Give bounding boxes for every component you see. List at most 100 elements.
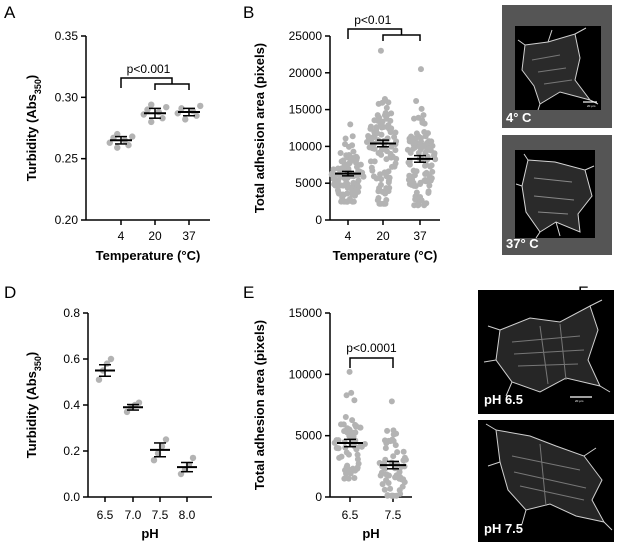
p-value-label-e: p<0.0001 [346,341,397,355]
y-tick-label-d-2: 0.4 [63,398,80,412]
data-point-a-1-3 [155,108,162,116]
y-axis-title-d: Turbidity (Abs350) [24,352,43,459]
data-point-b-1-97 [375,118,382,125]
data-point-e-0-1 [345,475,352,482]
data-point-b-0-90 [360,173,367,180]
data-point-e-1-35 [382,445,389,452]
x-tick-label-e-1: 7.5 [385,508,402,522]
data-point-e-1-38 [400,448,407,455]
y-axis-title-a: Turbidity (Abs350) [24,75,43,182]
data-point-b-0-114 [355,177,362,184]
data-point-b-2-17 [421,202,428,209]
y-tick-label-b-0: 0 [315,213,322,227]
panel-letter-b: B [243,3,254,22]
y-tick-label-a-3: 0.35 [55,29,79,43]
y-tick-label-e-2: 10000 [289,367,323,381]
data-point-b-1-20 [393,155,400,162]
y-tick-label-d-3: 0.6 [63,352,80,366]
data-point-b-0-112 [346,160,353,167]
data-point-b-0-109 [346,195,353,202]
data-point-b-2-36 [421,120,428,127]
y-tick-label-a-2: 0.30 [55,90,79,104]
x-tick-label-b-1: 20 [376,229,390,243]
chart-panel-e: 0 5000 10000 15000 6.5 7.5 pH Total adhesion ar… [252,306,412,541]
data-point-b-1-69 [381,95,388,102]
x-tick-label-a-0: 4 [118,229,125,243]
x-tick-label-d-1: 7.0 [125,508,142,522]
data-point-b-0-101 [350,148,357,155]
data-point-b-1-88 [392,147,399,154]
data-point-e-1-39 [379,481,386,488]
data-point-b-2-62 [428,162,435,169]
x-tick-label-b-0: 4 [345,229,352,243]
data-point-b-1-30 [392,160,399,167]
data-point-b-1-95 [374,112,381,119]
data-point-e-0-19 [351,397,358,404]
data-point-d-3-3 [189,454,197,462]
data-point-b-1-94 [374,197,381,204]
data-point-b-2-73 [420,112,427,119]
scale-bar-label-f1: 20 μm [575,399,584,403]
panel-letter-a: A [4,3,16,22]
panel-letter-d: D [4,283,16,302]
data-point-b-2-91 [405,176,412,183]
data-point-b-1-104 [371,158,378,165]
data-point-e-1-40 [392,442,399,449]
data-point-b-0-63 [349,142,356,149]
data-point-b-2-56 [417,180,424,187]
data-point-b-0-119 [341,163,348,170]
data-point-b-2-88 [409,139,416,146]
y-tick-label-a-0: 0.20 [55,213,79,227]
data-point-a-2-1 [193,112,200,119]
data-point-e-0-31 [354,456,361,463]
data-point-b-1-82 [378,151,385,158]
data-point-e-0-42 [342,414,349,421]
data-point-b-1-54 [368,164,375,171]
y-tick-label-b-4: 20000 [289,66,323,80]
data-point-b-2-54 [421,177,428,184]
data-point-e-0-45 [335,437,342,444]
y-tick-label-b-5: 25000 [289,29,323,43]
x-tick-label-d-0: 6.5 [97,508,114,522]
data-point-b-0-117 [328,171,335,178]
data-point-e-1-57 [396,468,403,475]
data-point-b-1-107 [383,156,390,163]
micrograph-label-ph75: pH 7.5 [484,521,523,536]
data-point-e-1-52 [400,476,407,483]
y-tick-label-d-0: 0.0 [63,490,80,504]
data-point-e-0-55 [343,449,350,456]
data-point-b-0-100 [330,166,337,173]
data-point-b-2-76 [405,159,412,166]
data-point-b-2-70 [413,168,420,175]
data-point-b-1-51 [388,143,395,150]
data-point-b-1-0 [377,47,384,54]
data-point-e-0-0 [346,368,353,375]
y-tick-label-b-1: 5000 [295,176,322,190]
data-point-e-0-47 [341,475,348,482]
cell-shape-c2 [515,153,595,239]
data-point-b-2-58 [426,182,433,189]
data-point-b-1-44 [374,130,381,137]
y-tick-label-b-2: 10000 [289,139,323,153]
data-point-b-0-113 [337,150,344,157]
data-point-d-0-0 [95,376,103,383]
data-point-b-1-47 [378,176,385,183]
sig-bracket-b [347,28,403,39]
data-point-e-1-33 [382,456,389,463]
data-point-b-0-3 [349,133,356,140]
data-point-b-2-47 [413,189,420,196]
data-point-a-1-6 [148,101,155,108]
chart-panel-a: 0.20 0.25 0.30 0.35 4 20 37 Temperature (°C) Tur… [24,29,210,263]
data-point-e-1-36 [392,474,399,481]
micrograph-label-37c: 37° C [506,236,539,251]
data-point-b-1-81 [387,117,394,124]
data-point-e-0-49 [349,417,356,424]
micrograph-label-ph65: pH 6.5 [484,392,523,407]
x-axis-title-e: pH [362,526,379,541]
data-point-d-0-3 [107,355,115,363]
data-point-b-0-98 [337,173,344,180]
data-point-e-0-8 [351,475,358,482]
data-point-b-0-0 [347,121,354,128]
data-point-e-1-48 [388,492,395,499]
